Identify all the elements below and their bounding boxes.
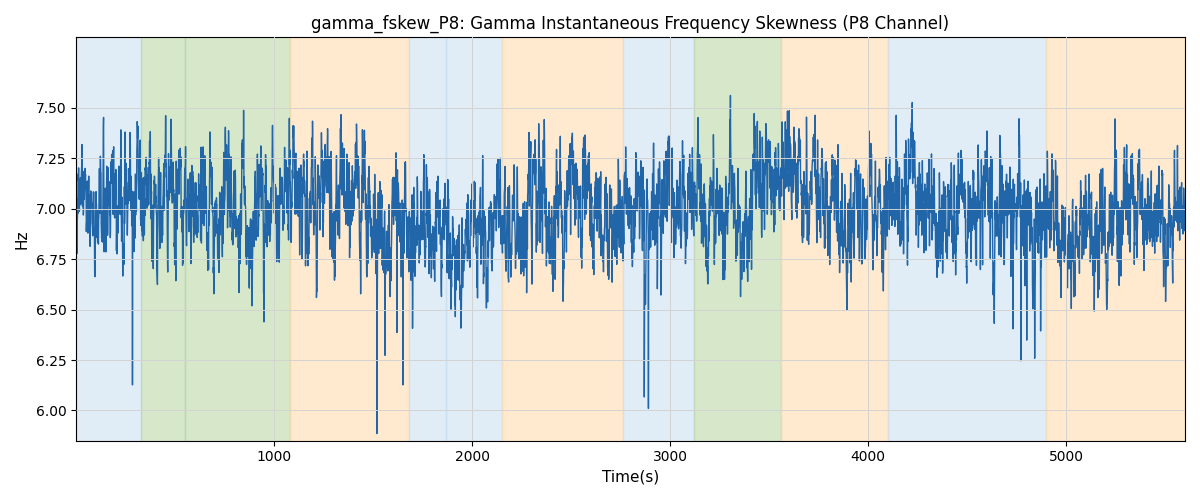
- Bar: [502, 38, 623, 440]
- Bar: [409, 38, 446, 440]
- Bar: [142, 38, 185, 440]
- Bar: [623, 38, 694, 440]
- Bar: [694, 38, 781, 440]
- X-axis label: Time(s): Time(s): [602, 470, 659, 485]
- Bar: [76, 38, 142, 440]
- Bar: [185, 38, 290, 440]
- Bar: [1046, 38, 1186, 440]
- Bar: [781, 38, 888, 440]
- Bar: [290, 38, 409, 440]
- Title: gamma_fskew_P8: Gamma Instantaneous Frequency Skewness (P8 Channel): gamma_fskew_P8: Gamma Instantaneous Freq…: [312, 15, 949, 34]
- Bar: [446, 38, 502, 440]
- Y-axis label: Hz: Hz: [14, 230, 30, 249]
- Bar: [888, 38, 1046, 440]
